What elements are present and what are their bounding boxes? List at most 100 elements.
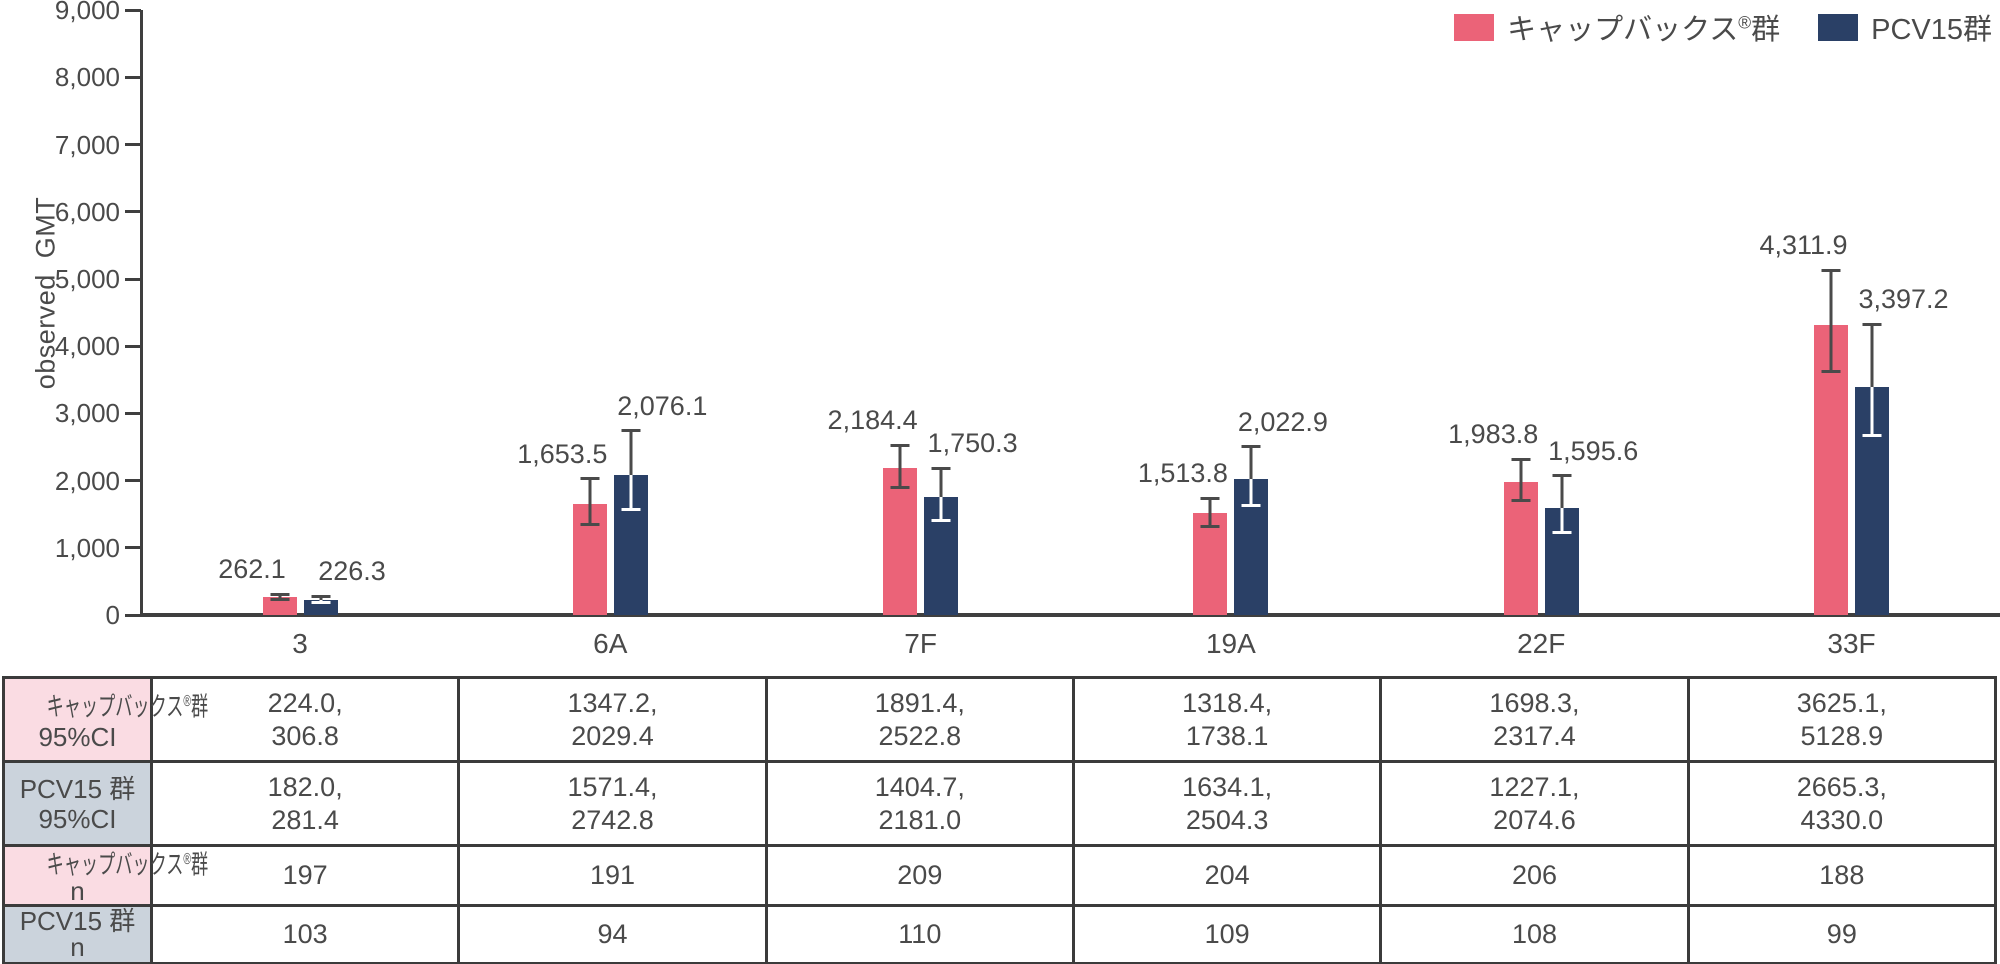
bar-capvaxive-33F	[1814, 325, 1848, 615]
error-bar-cap-bottom	[1200, 524, 1220, 528]
bar-capvaxive-3	[262, 597, 297, 615]
cell-capvaxive-n-22F: 206	[1379, 844, 1690, 907]
y-tick	[125, 143, 141, 147]
x-category-label: 7F	[904, 628, 937, 659]
legend-label-capvaxive: キャップバックス®群	[1507, 12, 1781, 46]
error-bar-cap-top	[1511, 457, 1531, 461]
legend-label-pcv15: PCV15群	[1871, 14, 1992, 46]
error-bar-cap-top	[621, 429, 641, 433]
table-row-pcv15-n: PCV15 群 n 103 94 110 109 108 99	[2, 903, 1998, 964]
error-bar-cap-bottom	[1511, 499, 1531, 503]
error-bar-line	[319, 596, 322, 600]
error-bar-cap-top	[1241, 445, 1261, 449]
cell-capvaxive-ci-22F: 1698.3, 2317.4	[1379, 676, 1690, 763]
x-category-label: 33F	[1827, 628, 1876, 659]
table-row-pcv15-ci: PCV15 群 95%CI 182.0, 281.4 1571.4, 2742.…	[2, 760, 1998, 847]
y-tick-label: 2,000	[54, 465, 120, 496]
error-bar-line	[629, 430, 633, 476]
error-bar-line	[1249, 446, 1253, 480]
cell-capvaxive-ci-7F: 1891.4, 2522.8	[764, 676, 1075, 763]
table-row-capvaxive-ci: キャップバックス®群 95%CI 224.0, 306.8 1347.2, 20…	[2, 676, 1998, 763]
ci-n-table: キャップバックス®群 95%CI 224.0, 306.8 1347.2, 20…	[2, 676, 1998, 964]
y-tick-label: 1,000	[54, 532, 120, 563]
error-bar-line	[1829, 270, 1833, 372]
bar-capvaxive-19A	[1193, 513, 1228, 615]
error-bar-cap-top	[1821, 268, 1841, 272]
error-bar-cap-bottom	[1552, 531, 1572, 535]
cell-capvaxive-ci-19A: 1318.4, 1738.1	[1071, 676, 1383, 763]
y-tick	[125, 75, 141, 79]
x-category-label: 6A	[593, 628, 628, 659]
cell-pcv15-n-33F: 99	[1686, 903, 1998, 964]
value-label: 4,311.9	[1759, 230, 1848, 261]
cell-pcv15-ci-6A: 1571.4, 2742.8	[457, 760, 768, 847]
table-row-capvaxive-n: キャップバックス®群 n 197 191 209 204 206 188	[2, 844, 1998, 907]
error-bar-line	[1870, 324, 1874, 387]
error-bar-line	[588, 478, 592, 525]
value-label: 2,022.9	[1237, 406, 1328, 437]
y-tick	[125, 546, 141, 550]
error-bar-cap-bottom	[580, 522, 600, 526]
error-bar-cap-bottom	[890, 486, 910, 490]
value-label: 3,397.2	[1858, 284, 1949, 315]
y-tick	[125, 479, 141, 483]
cell-capvaxive-n-7F: 209	[764, 844, 1075, 907]
value-label: 226.3	[318, 556, 386, 587]
legend-item-pcv15: PCV15群	[1818, 6, 1992, 48]
cell-pcv15-ci-33F: 2665.3, 4330.0	[1686, 760, 1998, 847]
cell-pcv15-ci-3: 182.0, 281.4	[149, 760, 461, 847]
bar-capvaxive-22F	[1503, 481, 1538, 615]
cell-capvaxive-n-6A: 191	[457, 844, 768, 907]
cell-pcv15-n-3: 103	[149, 903, 461, 964]
error-bar-line	[629, 475, 633, 510]
pcv15-color-swatch	[1818, 13, 1859, 41]
cell-capvaxive-ci-6A: 1347.2, 2029.4	[457, 676, 768, 763]
y-tick-label: 5,000	[54, 264, 120, 294]
value-label: 1,595.6	[1548, 435, 1639, 466]
value-label: 2,076.1	[617, 390, 708, 421]
y-tick-label: 7,000	[54, 129, 120, 160]
cell-pcv15-ci-7F: 1404.7, 2181.0	[764, 760, 1075, 847]
legend: キャップバックス®群 PCV15群	[1454, 6, 1992, 48]
y-tick-label: 0	[105, 600, 120, 630]
y-axis-line	[140, 10, 143, 617]
legend-item-capvaxive: キャップバックス®群	[1454, 6, 1780, 48]
cell-pcv15-n-7F: 110	[764, 903, 1075, 964]
error-bar-cap-top	[1862, 322, 1882, 326]
value-label: 262.1	[218, 554, 286, 585]
x-axis-line	[140, 613, 2000, 617]
error-bar-line	[1560, 507, 1564, 533]
y-tick-label: 8,000	[54, 62, 120, 93]
y-tick	[125, 411, 141, 415]
error-bar-cap-bottom	[621, 507, 641, 511]
error-bar-line	[939, 468, 943, 498]
error-bar-line	[1249, 479, 1253, 506]
y-tick	[125, 277, 141, 281]
error-bar-cap-top	[580, 477, 600, 481]
error-bar-line	[1870, 386, 1874, 436]
cell-capvaxive-ci-33F: 3625.1, 5128.9	[1686, 676, 1998, 763]
x-category-label: 3	[292, 628, 308, 659]
value-label: 1,983.8	[1448, 419, 1539, 450]
x-category-label: 22F	[1517, 628, 1566, 659]
error-bar-line	[278, 594, 281, 600]
value-label: 2,184.4	[827, 405, 918, 436]
y-tick-label: 4,000	[54, 331, 120, 362]
y-tick-label: 6,000	[54, 196, 120, 227]
cell-pcv15-ci-22F: 1227.1, 2074.6	[1379, 760, 1690, 847]
gmt-bar-chart: observed GMT 0 1,000 2,000 3,000 4,000 5,000 6…	[31, 0, 2000, 659]
capvaxive-color-swatch	[1454, 13, 1495, 41]
error-bar-cap-top	[931, 466, 951, 470]
error-bar-cap-top	[311, 594, 330, 598]
row-header-capvaxive-n: キャップバックス®群 n	[2, 844, 208, 907]
error-bar-cap-bottom	[1821, 369, 1841, 373]
cell-pcv15-n-22F: 108	[1379, 903, 1690, 964]
cell-capvaxive-n-3: 197	[149, 844, 461, 907]
row-header-pcv15-n: PCV15 群 n	[2, 903, 153, 964]
y-tick	[125, 8, 141, 12]
error-bar-cap-bottom	[311, 601, 330, 605]
error-bar-line	[939, 497, 943, 521]
x-category-label: 19A	[1205, 628, 1256, 659]
y-tick-label: 9,000	[54, 0, 120, 26]
